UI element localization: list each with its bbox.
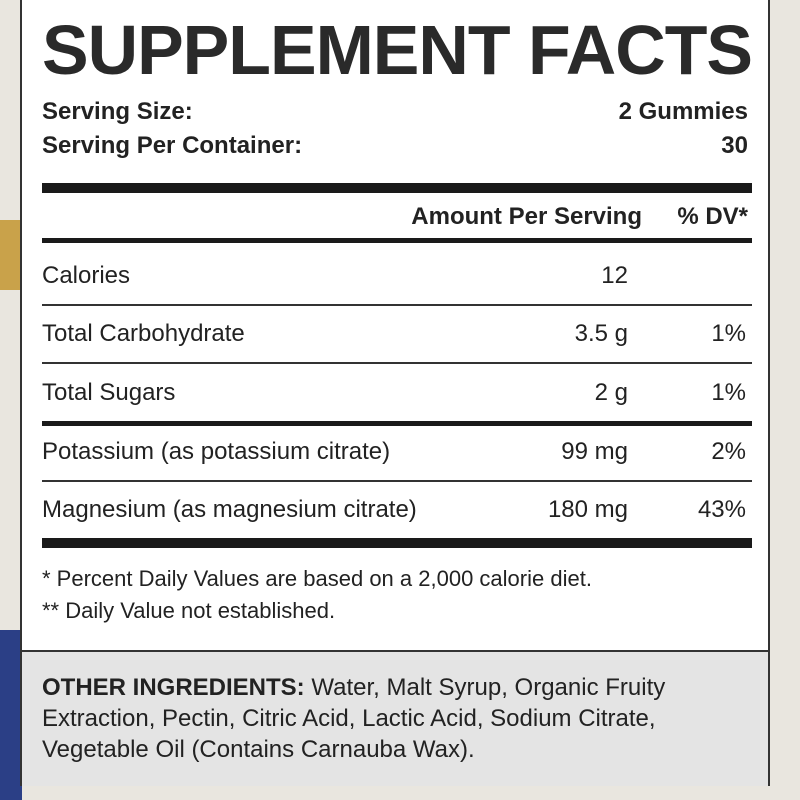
medium-rule [42, 238, 752, 243]
nutrient-dv: 1% [711, 379, 746, 406]
thin-rule [42, 480, 752, 482]
ingredients-label: OTHER INGREDIENTS: [42, 674, 305, 701]
nutrient-name: Magnesium (as magnesium citrate) [42, 496, 417, 523]
nutrient-dv: 1% [711, 320, 746, 347]
ingredients: OTHER INGREDIENTS: Water, Malt Syrup, Or… [42, 672, 757, 765]
serving-label: Serving Size: [42, 98, 193, 125]
medium-rule [42, 421, 752, 426]
thin-rule [42, 362, 752, 364]
nutrient-name: Potassium (as potassium citrate) [42, 438, 391, 465]
footnote: ** Daily Value not established. [42, 598, 336, 623]
nutrient-amount: 99 mg [561, 438, 628, 465]
nutrient-dv: 43% [697, 496, 746, 523]
nutrient-name: Total Sugars [42, 379, 176, 406]
nutrient-amount: 180 mg [547, 496, 628, 523]
nutrient-amount: 2 g [594, 379, 628, 406]
nutrient-name: Total Carbohydrate [42, 320, 245, 347]
background-decoration [0, 630, 22, 800]
footnote: * Percent Daily Values are based on a 2,… [42, 566, 592, 591]
supplement-facts-panel: SUPPLEMENT FACTS Serving Size: 2 Gummies… [20, 0, 770, 786]
serving-value: 2 Gummies [618, 98, 748, 125]
dv-header: % DV* [677, 203, 748, 230]
nutrient-dv: 2% [711, 438, 746, 465]
serving-label: Serving Per Container: [42, 132, 303, 159]
ingredients-text: Water, Malt Syrup, Organic Fruity Extrac… [42, 674, 666, 763]
serving-value: 30 [721, 132, 748, 159]
nutrient-amount: 3.5 g [574, 320, 628, 347]
background-decoration [0, 220, 22, 290]
nutrient-name: Calories [42, 262, 131, 289]
thick-rule [42, 183, 752, 193]
thick-rule [42, 538, 752, 548]
ingredients-section: OTHER INGREDIENTS: Water, Malt Syrup, Or… [22, 650, 768, 786]
title: SUPPLEMENT FACTS [42, 11, 753, 89]
amount-header: Amount Per Serving [411, 203, 642, 230]
nutrient-amount: 12 [601, 262, 628, 289]
thin-rule [42, 304, 752, 306]
